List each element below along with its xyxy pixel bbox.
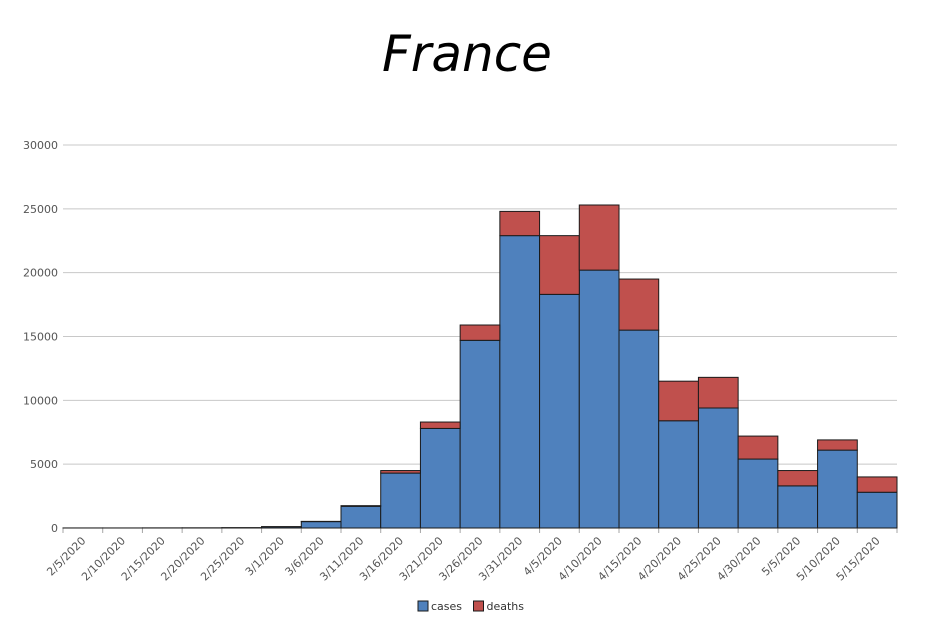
bar-deaths <box>658 380 699 422</box>
bar-deaths <box>578 204 620 271</box>
legend-label-cases: cases <box>431 600 462 613</box>
y-tick-label: 0 <box>51 522 58 535</box>
y-tick-label: 25000 <box>23 203 58 216</box>
bar-deaths <box>419 421 461 429</box>
bar-cases <box>777 485 819 529</box>
bar-deaths <box>737 435 779 460</box>
bar-deaths <box>817 439 858 451</box>
bar-deaths <box>539 235 580 295</box>
bar-cases <box>697 407 739 529</box>
y-tick-label: 15000 <box>23 331 58 344</box>
bar-deaths <box>856 476 898 493</box>
bar-cases <box>340 505 382 529</box>
bar-cases <box>539 293 580 529</box>
bar-deaths <box>380 470 421 474</box>
bar-deaths <box>618 278 660 331</box>
y-tick-label: 5000 <box>30 458 58 471</box>
bar-deaths <box>340 505 382 507</box>
y-tick-label: 30000 <box>23 139 58 152</box>
bar-cases <box>380 472 421 529</box>
legend-swatch-cases <box>417 600 429 612</box>
bar-deaths <box>697 376 739 409</box>
bar-cases <box>459 339 501 529</box>
bar-deaths <box>499 210 541 237</box>
legend-swatch-deaths <box>473 600 484 612</box>
bar-cases <box>419 427 461 529</box>
y-tick-label: 10000 <box>23 394 58 407</box>
bar-cases <box>737 458 779 529</box>
x-tick-label: 3/1/2020 <box>243 534 287 578</box>
bar-deaths <box>777 470 819 487</box>
bar-cases <box>856 491 898 529</box>
chart-title: France <box>382 25 552 83</box>
bar-deaths <box>459 324 501 341</box>
bar-cases <box>300 521 342 529</box>
bar-cases <box>578 269 620 529</box>
legend-label-deaths: deaths <box>487 600 525 613</box>
y-tick-label: 20000 <box>23 267 58 280</box>
bar-cases <box>499 235 541 529</box>
bar-cases <box>658 420 699 529</box>
bar-cases <box>618 329 660 529</box>
bar-cases <box>817 449 858 529</box>
